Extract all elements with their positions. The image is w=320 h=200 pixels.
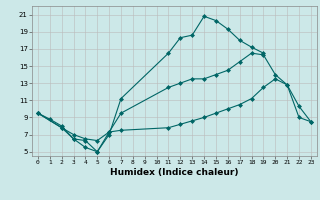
X-axis label: Humidex (Indice chaleur): Humidex (Indice chaleur) — [110, 168, 239, 177]
